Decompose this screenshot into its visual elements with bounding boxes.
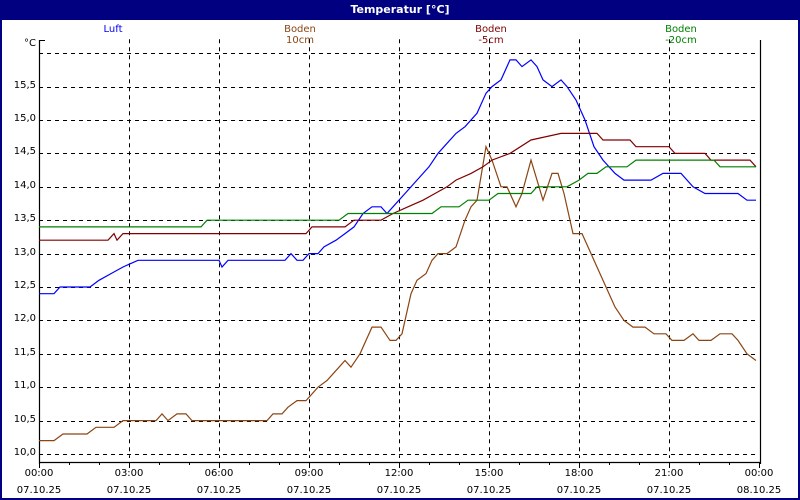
y-tick-label: 14,5 [13, 146, 36, 158]
chart-title: Temperatur [°C] [0, 0, 800, 20]
x-tick-date: 08.10.25 [736, 485, 782, 496]
x-tick-date: 07.10.25 [106, 485, 152, 496]
x-tick-time: 09:00 [294, 468, 324, 479]
x-tick-label: 06:00 07.10.25 [189, 465, 249, 499]
series-line-boden-20cm [39, 159, 756, 228]
legend-item-boden-20cm: Boden -20cm [665, 24, 697, 46]
x-tick-time: 15:00 [474, 468, 504, 479]
y-tick-label: 15,0 [13, 113, 36, 124]
x-tick-label: 18:00 07.10.25 [549, 465, 609, 499]
x-tick-time: 03:00 [114, 468, 144, 479]
x-tick-label: 00:00 07.10.25 [9, 465, 69, 499]
y-tick-label: 13,0 [13, 246, 36, 258]
x-tick-label: 00:00 08.10.25 [729, 465, 789, 499]
x-tick-time: 00:00 [744, 468, 774, 479]
y-tick-label: 11,5 [13, 346, 36, 358]
y-tick-label: 13,5 [13, 213, 36, 225]
x-tick-label: 12:00 07.10.25 [369, 465, 429, 499]
y-tick-label: 10,5 [13, 413, 36, 425]
x-tick-time: 12:00 [384, 468, 414, 479]
x-tick-date: 07.10.25 [556, 485, 602, 496]
x-tick-time: 00:00 [24, 468, 54, 479]
legend-item-boden-5cm: Boden -5cm [475, 24, 507, 46]
y-tick-label: 12,5 [13, 280, 36, 291]
y-tick-label: 10,0 [13, 447, 36, 458]
x-tick-date: 07.10.25 [376, 485, 422, 496]
y-tick-label: 12,0 [13, 313, 36, 325]
x-tick-date: 07.10.25 [16, 485, 62, 496]
x-tick-date: 07.10.25 [286, 485, 332, 496]
y-tick-label: 14,0 [13, 179, 36, 191]
x-tick-date: 07.10.25 [466, 485, 512, 496]
x-tick-label: 09:00 07.10.25 [279, 465, 339, 499]
legend-item-luft: Luft [103, 24, 123, 35]
x-tick-time: 06:00 [204, 468, 234, 479]
series-line-boden-5cm [39, 132, 757, 242]
series-line-luft [39, 59, 756, 295]
x-tick-time: 18:00 [564, 468, 594, 479]
series-line-boden-10cm [39, 144, 757, 442]
x-tick-date: 07.10.25 [196, 485, 242, 496]
y-axis-unit: °C [24, 38, 36, 49]
legend-item-boden-10cm: Boden 10cm [284, 24, 316, 46]
x-tick-date: 07.10.25 [646, 485, 692, 496]
x-tick-label: 21:00 07.10.25 [639, 465, 699, 499]
y-tick-label: 15,5 [13, 79, 36, 91]
y-tick-label: 11,0 [13, 380, 36, 392]
x-tick-label: 03:00 07.10.25 [99, 465, 159, 499]
x-tick-label: 15:00 07.10.25 [459, 465, 519, 499]
x-tick-time: 21:00 [654, 468, 684, 479]
